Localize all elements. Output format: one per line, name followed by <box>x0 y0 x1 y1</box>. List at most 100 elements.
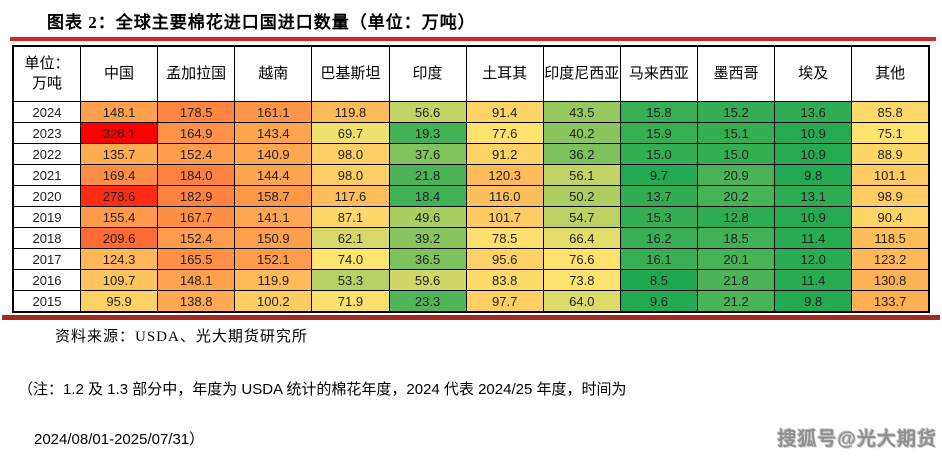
column-header: 其他 <box>851 45 930 102</box>
value-cell: 13.1 <box>774 185 853 207</box>
value-cell: 59.6 <box>388 269 467 291</box>
value-cell: 19.3 <box>388 122 467 144</box>
value-cell: 95.6 <box>465 248 544 270</box>
table-body: 2024 148.1 178.5 161.1 119.8 56.6 91.4 43.5 15.8… <box>12 101 930 313</box>
table-row: 2018 209.6 152.4 150.9 62.1 39.2 78.5 66.4 16.2 1… <box>12 227 930 249</box>
value-cell: 158.7 <box>234 185 313 207</box>
import-table: 单位： 万吨 中国 孟加拉国 越南 巴基斯坦 印度 土耳其 印度尼西亚 马来西亚 墨西哥 埃及 其他 … <box>12 45 930 313</box>
value-cell: 54.7 <box>542 206 621 228</box>
value-cell: 148.1 <box>79 101 159 123</box>
header-row: 单位： 万吨 中国 孟加拉国 越南 巴基斯坦 印度 土耳其 印度尼西亚 马来西亚 墨西哥 埃及 其他 <box>12 45 930 102</box>
value-cell: 37.6 <box>388 143 467 165</box>
value-cell: 152.1 <box>234 248 313 270</box>
value-cell: 12.8 <box>696 206 776 228</box>
value-cell: 73.8 <box>542 269 621 291</box>
row-year: 2021 <box>12 164 81 186</box>
value-cell: 120.3 <box>465 164 544 186</box>
value-cell: 13.6 <box>774 101 853 123</box>
value-cell: 133.7 <box>851 290 930 313</box>
value-cell: 40.2 <box>542 122 621 144</box>
value-cell: 12.0 <box>774 248 853 270</box>
value-cell: 15.0 <box>696 143 776 165</box>
value-cell: 161.1 <box>234 101 313 123</box>
value-cell: 23.3 <box>388 290 467 313</box>
value-cell: 278.6 <box>79 185 159 207</box>
value-cell: 77.6 <box>465 122 544 144</box>
value-cell: 66.4 <box>542 227 621 249</box>
value-cell: 85.8 <box>851 101 930 123</box>
value-cell: 101.7 <box>465 206 544 228</box>
column-header: 墨西哥 <box>696 45 776 102</box>
value-cell: 138.8 <box>157 290 236 313</box>
column-header: 中国 <box>79 45 159 102</box>
value-cell: 90.4 <box>851 206 930 228</box>
column-header: 印度 <box>388 45 467 102</box>
table-row: 2017 124.3 165.5 152.1 74.0 36.5 95.6 76.6 16.1 2… <box>12 248 930 270</box>
value-cell: 69.7 <box>311 122 390 144</box>
value-cell: 165.5 <box>157 248 236 270</box>
value-cell: 91.2 <box>465 143 544 165</box>
note-line-1: （注：1.2 及 1.3 部分中，年度为 USDA 统计的棉花年度，2024 代… <box>18 381 627 398</box>
value-cell: 326.1 <box>79 122 159 144</box>
value-cell: 71.9 <box>311 290 390 313</box>
value-cell: 16.2 <box>619 227 699 249</box>
value-cell: 109.7 <box>79 269 159 291</box>
value-cell: 143.4 <box>234 122 313 144</box>
value-cell: 152.4 <box>157 227 236 249</box>
table-row: 2021 169.4 184.0 144.4 98.0 21.8 120.3 56.1 9.7 2… <box>12 164 930 186</box>
value-cell: 56.1 <box>542 164 621 186</box>
value-cell: 101.1 <box>851 164 930 186</box>
value-cell: 11.4 <box>774 269 853 291</box>
row-year: 2024 <box>12 101 81 123</box>
value-cell: 164.9 <box>157 122 236 144</box>
title-underline-rule <box>10 37 936 41</box>
value-cell: 15.2 <box>696 101 776 123</box>
table-row: 2023 326.1 164.9 143.4 69.7 19.3 77.6 40.2 15.9 1… <box>12 122 930 144</box>
source-text: 资料来源：USDA、光大期货研究所 <box>55 329 308 345</box>
value-cell: 88.9 <box>851 143 930 165</box>
value-cell: 87.1 <box>311 206 390 228</box>
value-cell: 178.5 <box>157 101 236 123</box>
value-cell: 97.7 <box>465 290 544 313</box>
value-cell: 135.7 <box>79 143 159 165</box>
value-cell: 144.4 <box>234 164 313 186</box>
value-cell: 124.3 <box>79 248 159 270</box>
value-cell: 155.4 <box>79 206 159 228</box>
value-cell: 209.6 <box>79 227 159 249</box>
value-cell: 15.8 <box>619 101 699 123</box>
table-row: 2020 278.6 182.9 158.7 117.6 18.4 116.0 50.2 13.… <box>12 185 930 207</box>
value-cell: 21.8 <box>388 164 467 186</box>
value-cell: 98.0 <box>311 143 390 165</box>
value-cell: 13.7 <box>619 185 699 207</box>
value-cell: 83.8 <box>465 269 544 291</box>
value-cell: 62.1 <box>311 227 390 249</box>
column-header: 越南 <box>234 45 313 102</box>
row-year: 2015 <box>12 290 81 313</box>
value-cell: 8.5 <box>619 269 699 291</box>
value-cell: 150.9 <box>234 227 313 249</box>
value-cell: 36.2 <box>542 143 621 165</box>
value-cell: 18.4 <box>388 185 467 207</box>
value-cell: 20.9 <box>696 164 776 186</box>
value-cell: 148.1 <box>157 269 236 291</box>
value-cell: 9.7 <box>619 164 699 186</box>
value-cell: 20.2 <box>696 185 776 207</box>
value-cell: 21.2 <box>696 290 776 313</box>
row-year: 2018 <box>12 227 81 249</box>
value-cell: 74.0 <box>311 248 390 270</box>
value-cell: 75.1 <box>851 122 930 144</box>
value-cell: 118.5 <box>851 227 930 249</box>
value-cell: 18.5 <box>696 227 776 249</box>
value-cell: 49.6 <box>388 206 467 228</box>
value-cell: 39.2 <box>388 227 467 249</box>
value-cell: 16.1 <box>619 248 699 270</box>
value-cell: 21.8 <box>696 269 776 291</box>
table-bottom-rule <box>2 315 940 320</box>
row-year: 2020 <box>12 185 81 207</box>
value-cell: 167.7 <box>157 206 236 228</box>
unit-header-cell: 单位： 万吨 <box>12 45 81 102</box>
value-cell: 64.0 <box>542 290 621 313</box>
value-cell: 36.5 <box>388 248 467 270</box>
column-header: 埃及 <box>774 45 853 102</box>
value-cell: 78.5 <box>465 227 544 249</box>
